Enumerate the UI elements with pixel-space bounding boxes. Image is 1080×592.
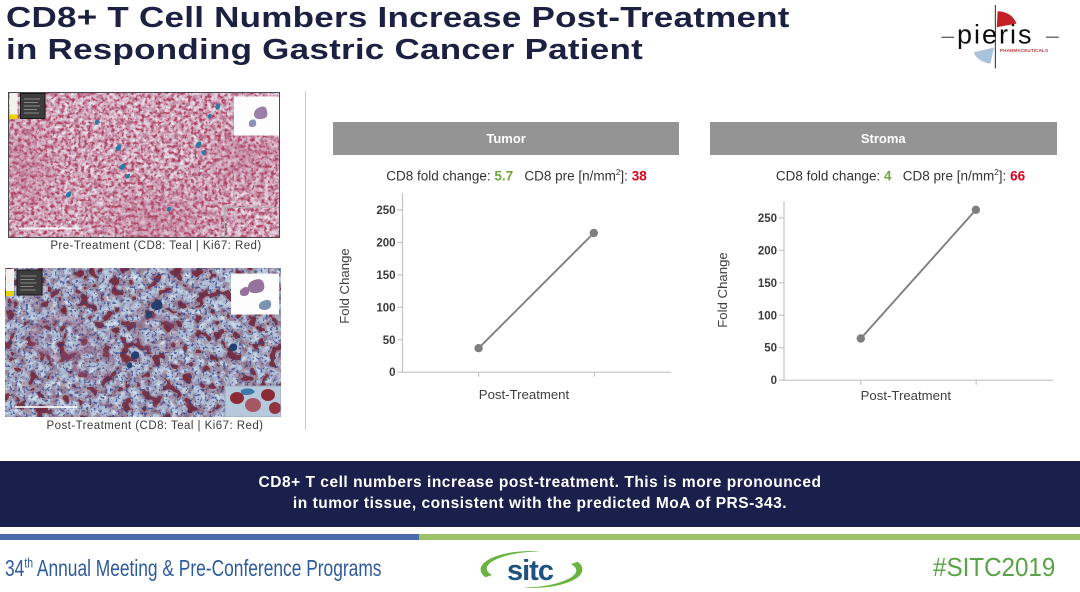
svg-text:200: 200 bbox=[758, 245, 777, 257]
svg-text:150: 150 bbox=[376, 270, 395, 282]
svg-text:50: 50 bbox=[383, 335, 396, 347]
svg-text:Post-Treatment: Post-Treatment bbox=[861, 388, 952, 403]
svg-text:Post-Treatment: Post-Treatment bbox=[479, 387, 570, 402]
svg-text:0: 0 bbox=[389, 367, 395, 379]
svg-text:200: 200 bbox=[376, 238, 395, 250]
svg-text:Fold Change: Fold Change bbox=[337, 248, 352, 324]
svg-text:sitc: sitc bbox=[507, 555, 554, 587]
svg-text:PHARMACEUTICALS: PHARMACEUTICALS bbox=[1000, 48, 1048, 53]
svg-text:50: 50 bbox=[764, 343, 777, 355]
svg-text:Fold Change: Fold Change bbox=[715, 252, 730, 328]
svg-text:100: 100 bbox=[376, 302, 395, 314]
svg-text:100: 100 bbox=[758, 310, 777, 322]
svg-text:0: 0 bbox=[771, 375, 777, 387]
svg-text:150: 150 bbox=[758, 278, 777, 290]
svg-text:250: 250 bbox=[758, 213, 777, 225]
svg-text:250: 250 bbox=[376, 205, 395, 217]
svg-text:pieris: pieris bbox=[957, 19, 1034, 49]
